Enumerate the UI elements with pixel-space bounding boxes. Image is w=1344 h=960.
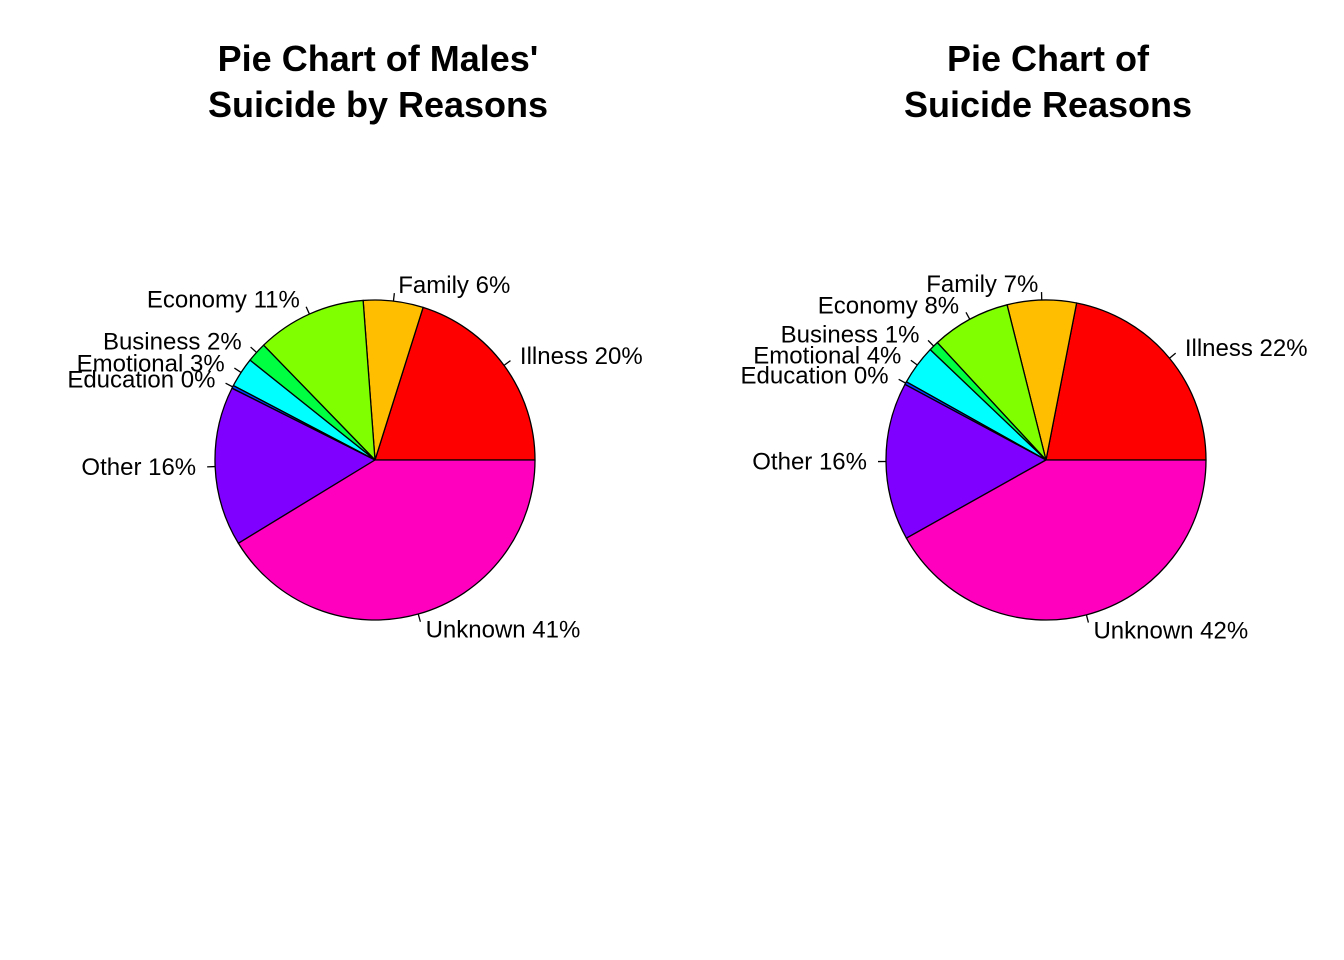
- chart-title-males-line-1: Pie Chart of Males': [217, 38, 539, 79]
- pie-label-tick-all-unknown: [1085, 614, 1090, 623]
- pie-label-tick-all-emotional: [910, 359, 918, 366]
- pie-label-males-emotional: Emotional 3%: [77, 351, 225, 378]
- pie-label-all-illness: Illness 22%: [1185, 335, 1308, 362]
- pie-label-males-business: Business 2%: [103, 329, 242, 356]
- chart-title-all: Pie Chart of Suicide Reasons: [768, 36, 1328, 128]
- pie-label-tick-all-illness: [1169, 352, 1177, 359]
- pie-label-tick-all-education: [898, 378, 906, 384]
- chart-title-all-line-1: Pie Chart of: [946, 38, 1150, 79]
- pie-label-all-other: Other 16%: [752, 449, 867, 476]
- pie-label-tick-all-business: [927, 339, 935, 347]
- pie-label-tick-males-family: [392, 293, 396, 302]
- chart-title-males-line-2: Suicide by Reasons: [207, 84, 549, 125]
- pie-label-tick-all-economy: [965, 311, 971, 320]
- pie-label-males-economy: Economy 11%: [147, 286, 300, 313]
- pie-label-males-family: Family 6%: [398, 272, 510, 299]
- pie-label-males-illness: Illness 20%: [520, 343, 643, 370]
- pie-label-all-unknown: Unknown 42%: [1093, 617, 1248, 644]
- pie-label-all-emotional: Emotional 4%: [753, 342, 901, 369]
- pie-label-males-education: Education 0%: [67, 367, 215, 394]
- pie-chart-males: Illness 20% Family 6% Economy 11% Business …: [67, 272, 642, 643]
- pie-label-all-business: Business 1%: [781, 322, 920, 349]
- pie-label-all-family: Family 7%: [926, 271, 1038, 298]
- pie-slice-all-unknown: [905, 459, 1207, 621]
- pie-slice-all-illness: [1045, 302, 1207, 461]
- pie-label-tick-males-business: [250, 346, 257, 353]
- chart-title-all-line-2: Suicide Reasons: [903, 84, 1193, 125]
- pie-label-tick-males-emotional: [234, 367, 242, 373]
- pie-label-tick-males-illness: [503, 360, 511, 366]
- pie-label-males-unknown: Unknown 41%: [426, 616, 581, 643]
- pie-label-all-economy: Economy 8%: [818, 292, 959, 319]
- pie-slice-males-economy: [262, 299, 376, 461]
- pie-label-tick-males-economy: [305, 306, 311, 315]
- pie-label-all-education: Education 0%: [741, 362, 889, 389]
- pie-chart-all: Illness 22% Family 7%Economy 8% Business 1…: [741, 271, 1308, 644]
- chart-title-males: Pie Chart of Males' Suicide by Reasons: [98, 36, 658, 128]
- pie-label-males-other: Other 16%: [81, 454, 196, 481]
- pie-label-tick-males-unknown: [417, 613, 422, 622]
- pie-label-tick-males-education: [225, 382, 233, 388]
